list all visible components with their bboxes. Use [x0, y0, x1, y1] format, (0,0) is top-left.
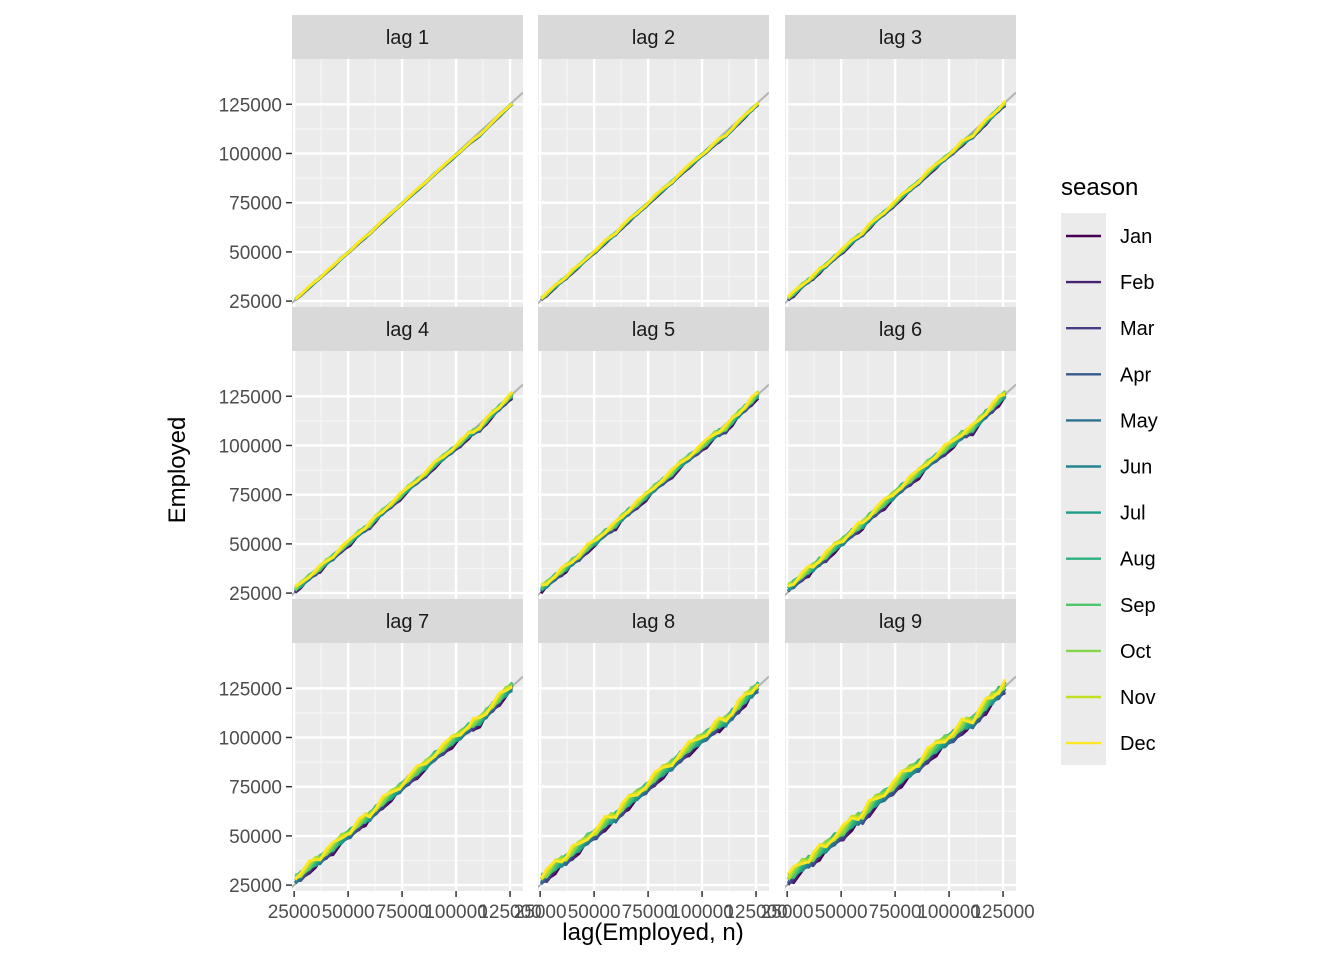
facet-strip [538, 307, 769, 351]
facet-strip-label: lag 2 [632, 27, 675, 49]
x-tick-label: 100000 [670, 902, 733, 923]
x-tick-label: 50000 [322, 902, 375, 923]
y-axis-title: Employed [164, 417, 191, 524]
facet-strip [292, 599, 523, 643]
legend-key-background [1061, 213, 1106, 765]
x-tick-label: 125000 [971, 902, 1034, 923]
x-tick-label: 100000 [917, 902, 980, 923]
x-tick-label: 25000 [514, 902, 567, 923]
x-tick-label: 25000 [268, 902, 321, 923]
facet-strip [538, 15, 769, 59]
y-tick-label: 100000 [219, 144, 282, 165]
y-tick-label: 100000 [219, 728, 282, 749]
y-tick-label: 125000 [219, 95, 282, 116]
x-tick-label: 50000 [815, 902, 868, 923]
x-tick-label: 100000 [424, 902, 487, 923]
panel-background [292, 59, 523, 307]
y-tick-label: 75000 [229, 778, 282, 799]
legend-label: Mar [1120, 318, 1155, 340]
x-tick-label: 25000 [761, 902, 814, 923]
y-tick-label: 50000 [229, 827, 282, 848]
x-tick-label: 75000 [869, 902, 922, 923]
y-tick-label: 50000 [229, 535, 282, 556]
series-line-dec [787, 99, 1007, 298]
facet-strip [785, 15, 1016, 59]
facet-strip [785, 599, 1016, 643]
y-tick-label: 75000 [229, 194, 282, 215]
facet-strip [292, 307, 523, 351]
x-tick-label: 75000 [376, 902, 429, 923]
series-line-dec [787, 393, 1006, 588]
facet-strip-label: lag 6 [879, 319, 922, 341]
facet-panels: lag 1 lag 2 lag 3 lag 4 lag 5 lag 6 lag 7 lag 8… [292, 15, 1016, 891]
legend-label: Aug [1120, 549, 1156, 571]
facet-panel: lag 1 [292, 15, 523, 307]
facet-strip [785, 307, 1016, 351]
facet-strip-label: lag 8 [632, 611, 675, 633]
facet-panel: lag 7 [292, 599, 523, 891]
legend-title: season [1061, 174, 1138, 201]
y-tick-label: 100000 [219, 436, 282, 457]
x-tick-label: 125000 [478, 902, 541, 923]
x-axis-title: lag(Employed, n) [562, 919, 743, 946]
facet-strip-label: lag 9 [879, 611, 922, 633]
facet-panel: lag 5 [538, 307, 769, 599]
facet-panel: lag 4 [292, 307, 523, 599]
series-line-dec [540, 101, 760, 300]
facet-strip-label: lag 7 [386, 611, 429, 633]
facet-strip [538, 599, 769, 643]
series-line-dec [787, 678, 1007, 875]
x-tick-label: 50000 [568, 902, 621, 923]
series-line-dec [294, 390, 514, 588]
legend-label: Apr [1120, 364, 1151, 386]
x-tick-label: 125000 [724, 902, 787, 923]
facet-strip-label: lag 4 [386, 319, 429, 341]
legend-label: Dec [1120, 733, 1156, 755]
y-tick-label: 75000 [229, 486, 282, 507]
legend-label: Feb [1120, 272, 1154, 294]
legend: season Jan Feb Mar Apr May Jun Jul Aug Sep Oct Nov… [1061, 174, 1158, 765]
facet-panel: lag 9 [785, 599, 1016, 891]
facet-panel: lag 6 [785, 307, 1016, 599]
y-tick-label: 50000 [229, 243, 282, 264]
series-line-dec [541, 391, 759, 587]
y-tick-label: 25000 [229, 292, 282, 313]
facet-strip-label: lag 1 [386, 27, 429, 49]
facet-panel: lag 8 [538, 599, 769, 891]
legend-label: Jun [1120, 457, 1152, 479]
facet-strip-label: lag 5 [632, 319, 675, 341]
legend-label: Sep [1120, 595, 1156, 617]
y-tick-label: 125000 [219, 679, 282, 700]
legend-label: Oct [1120, 641, 1152, 663]
y-tick-label: 125000 [219, 387, 282, 408]
series-line-dec [539, 682, 760, 880]
facet-panel: lag 3 [785, 15, 1016, 307]
series-line-dec [294, 102, 514, 301]
axes: 2500050000750001000001250002500050000750… [219, 95, 1035, 923]
legend-label: Jul [1120, 503, 1146, 525]
y-tick-label: 25000 [229, 584, 282, 605]
legend-label: Nov [1120, 687, 1156, 709]
legend-label: May [1120, 410, 1158, 432]
facet-panel: lag 2 [538, 15, 769, 307]
y-tick-label: 25000 [229, 876, 282, 897]
series-line-dec [294, 685, 513, 881]
legend-label: Jan [1120, 226, 1152, 248]
facet-strip-label: lag 3 [879, 27, 922, 49]
facet-strip [292, 15, 523, 59]
x-tick-label: 75000 [622, 902, 675, 923]
